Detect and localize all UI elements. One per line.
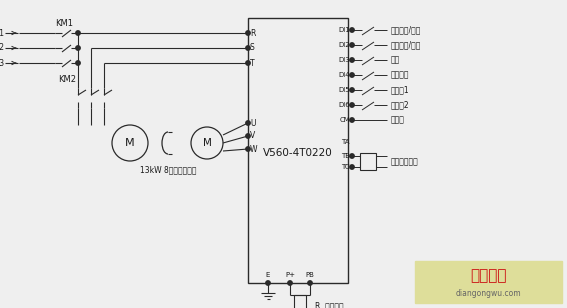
Text: S: S — [250, 43, 255, 52]
Text: M: M — [125, 138, 135, 148]
Circle shape — [308, 281, 312, 285]
Text: U: U — [250, 119, 256, 128]
Text: TA: TA — [341, 139, 350, 145]
Circle shape — [246, 61, 250, 65]
Circle shape — [266, 281, 270, 285]
Circle shape — [350, 165, 354, 169]
Circle shape — [350, 58, 354, 62]
Circle shape — [246, 121, 250, 125]
Bar — [415, 261, 562, 303]
Circle shape — [288, 281, 292, 285]
Text: R  制动电阮: R 制动电阮 — [315, 302, 344, 308]
Bar — [360, 153, 376, 170]
Text: DI4: DI4 — [338, 72, 350, 78]
Text: L1: L1 — [0, 29, 4, 38]
Text: 公共地: 公共地 — [391, 116, 405, 124]
Circle shape — [246, 147, 250, 151]
Circle shape — [246, 134, 250, 138]
Text: DI3: DI3 — [338, 57, 350, 63]
Circle shape — [76, 46, 80, 50]
Text: KM2: KM2 — [58, 75, 76, 84]
Text: DI6: DI6 — [338, 102, 350, 108]
Text: T: T — [250, 59, 255, 67]
Text: TC: TC — [341, 164, 350, 170]
Circle shape — [350, 154, 354, 158]
Text: PB: PB — [306, 272, 315, 278]
Text: DI1: DI1 — [338, 27, 350, 33]
Text: diangongwu.com: diangongwu.com — [456, 289, 521, 298]
Text: DI5: DI5 — [338, 87, 350, 93]
Text: TB: TB — [341, 153, 350, 159]
Text: 抱闸信号输出: 抱闸信号输出 — [391, 157, 419, 167]
Circle shape — [76, 61, 80, 65]
Text: W: W — [250, 144, 257, 153]
Text: R: R — [250, 29, 255, 38]
Bar — [248, 18, 348, 283]
Circle shape — [350, 103, 354, 107]
Text: P+: P+ — [285, 272, 295, 278]
Circle shape — [246, 46, 250, 50]
Circle shape — [350, 118, 354, 122]
Text: 电工之屋: 电工之屋 — [470, 268, 507, 283]
Circle shape — [350, 28, 354, 32]
Text: L3: L3 — [0, 59, 4, 67]
Circle shape — [76, 31, 80, 35]
Text: 多段速1: 多段速1 — [391, 86, 409, 95]
Text: V: V — [250, 132, 255, 140]
Text: V560-4T0220: V560-4T0220 — [263, 148, 333, 158]
Circle shape — [350, 88, 354, 92]
Text: L2: L2 — [0, 43, 4, 52]
Text: 正转运行/停止: 正转运行/停止 — [391, 26, 421, 34]
Text: E: E — [266, 272, 270, 278]
Text: M: M — [202, 138, 211, 148]
Text: 故障复位: 故障复位 — [391, 71, 409, 79]
Circle shape — [350, 73, 354, 77]
Text: 反转运行/停止: 反转运行/停止 — [391, 40, 421, 50]
Text: DI2: DI2 — [338, 42, 350, 48]
Text: 多段速2: 多段速2 — [391, 100, 409, 110]
Bar — [294, 295, 306, 308]
Text: 13kW 8极变频器电机: 13kW 8极变频器电机 — [139, 165, 196, 175]
Text: CM: CM — [339, 117, 350, 123]
Circle shape — [246, 31, 250, 35]
Circle shape — [350, 43, 354, 47]
Text: KM1: KM1 — [55, 18, 73, 27]
Text: 急停: 急停 — [391, 55, 400, 64]
